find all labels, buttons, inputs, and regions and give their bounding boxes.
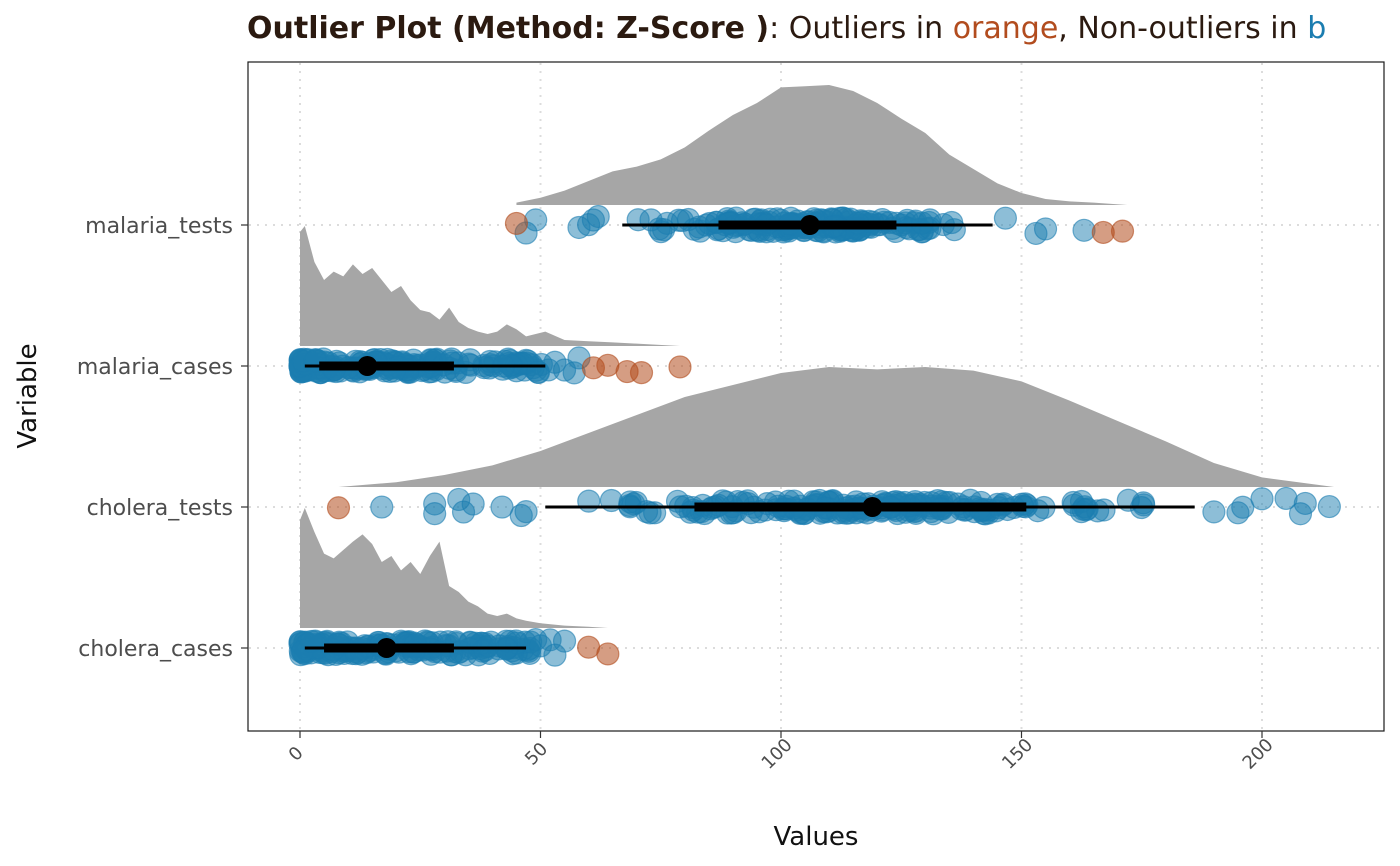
- point-outlier: [596, 353, 620, 377]
- point-nonoutlier: [490, 495, 514, 519]
- x-tick-label: 200: [1239, 735, 1278, 774]
- density-cholera_tests: [338, 367, 1335, 487]
- point-nonoutlier: [524, 208, 548, 232]
- point-nonoutlier: [940, 210, 964, 235]
- point-nonoutlier: [676, 207, 701, 232]
- density-malaria_cases: [300, 226, 680, 346]
- x-axis: 0 50 100 150 200: [285, 731, 1278, 774]
- x-axis-label: Values: [774, 822, 859, 852]
- point-nonoutlier: [423, 502, 447, 526]
- title-part-1: Outliers in: [779, 11, 952, 46]
- title-method: Outlier Plot (Method: Z-Score ): [247, 11, 769, 46]
- point-nonoutlier: [643, 501, 667, 525]
- y-tick-label: cholera_tests: [87, 496, 233, 521]
- title-outlier-color-word: orange: [953, 11, 1059, 46]
- point-nonoutlier: [514, 500, 538, 524]
- title-part-2: , Non-outliers in: [1058, 11, 1307, 46]
- summary-layer: [304, 215, 1195, 658]
- point-outlier: [504, 211, 529, 236]
- point-nonoutlier: [1072, 218, 1096, 242]
- title-colon: :: [769, 11, 779, 46]
- y-tick-label: cholera_cases: [78, 637, 233, 662]
- plot-panel-border: [247, 61, 1385, 732]
- median-malaria_cases: [357, 356, 378, 376]
- y-tick-label: malaria_cases: [77, 355, 233, 380]
- point-nonoutlier: [1250, 487, 1274, 511]
- chart-title: Outlier Plot (Method: Z-Score ): Outlier…: [247, 11, 1326, 46]
- point-nonoutlier: [577, 489, 601, 513]
- median-cholera_cases: [376, 638, 397, 658]
- point-nonoutlier: [910, 211, 934, 235]
- point-outlier: [1110, 219, 1135, 243]
- point-outlier: [326, 496, 351, 520]
- point-nonoutlier: [1202, 500, 1226, 524]
- point-nonoutlier: [1075, 497, 1099, 521]
- y-tick-label: malaria_tests: [85, 214, 233, 239]
- point-nonoutlier: [370, 495, 394, 519]
- x-tick-label: 0: [285, 743, 308, 766]
- point-nonoutlier: [1033, 217, 1058, 241]
- point-nonoutlier: [993, 206, 1018, 230]
- y-axis-label: Variable: [13, 343, 43, 448]
- x-tick-label: 50: [521, 739, 552, 770]
- median-cholera_tests: [862, 497, 883, 517]
- title-nonoutlier-color-word: b: [1307, 11, 1326, 46]
- point-nonoutlier: [552, 629, 577, 653]
- point-nonoutlier: [1231, 495, 1255, 519]
- point-nonoutlier: [476, 634, 500, 658]
- x-tick-label: 100: [758, 735, 797, 774]
- median-malaria_tests: [799, 215, 820, 235]
- point-nonoutlier: [1317, 494, 1341, 519]
- point-nonoutlier: [1293, 491, 1317, 516]
- point-nonoutlier: [586, 204, 610, 229]
- point-outlier: [596, 642, 620, 666]
- point-outlier: [629, 361, 654, 385]
- y-axis: malaria_tests malaria_cases cholera_testsc…: [77, 214, 248, 662]
- point-nonoutlier: [461, 492, 485, 516]
- point-nonoutlier: [639, 208, 663, 232]
- point-nonoutlier: [457, 352, 481, 376]
- density-layer: [300, 85, 1335, 628]
- density-cholera_cases: [300, 508, 608, 628]
- x-tick-label: 150: [998, 735, 1037, 774]
- point-outlier: [668, 355, 692, 379]
- point-outlier: [1091, 220, 1115, 245]
- density-malaria_tests: [516, 85, 1128, 205]
